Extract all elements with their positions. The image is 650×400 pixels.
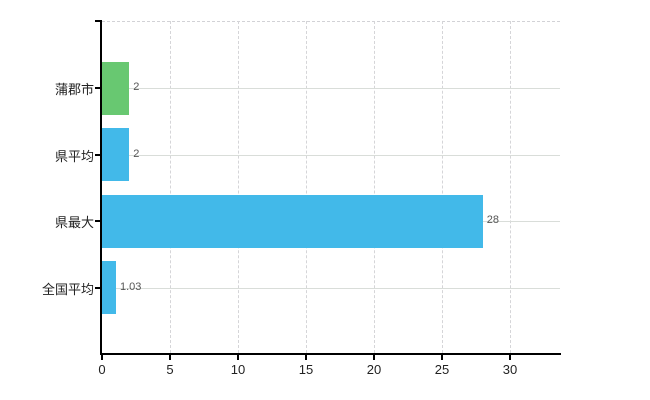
x-axis-tick bbox=[441, 355, 443, 360]
category-gridline bbox=[102, 154, 560, 156]
x-axis-tick bbox=[509, 355, 511, 360]
x-tick-label: 15 bbox=[298, 362, 314, 377]
category-label: 県最大 bbox=[54, 215, 94, 230]
y-axis-tick bbox=[95, 153, 101, 156]
x-axis-tick bbox=[169, 355, 171, 360]
x-gridline bbox=[510, 21, 511, 353]
x-axis-tick bbox=[237, 355, 239, 360]
x-gridline bbox=[306, 21, 307, 353]
y-axis-tick bbox=[95, 286, 101, 289]
x-gridline bbox=[170, 21, 171, 353]
x-tick-label: 20 bbox=[366, 362, 382, 377]
bar-0 bbox=[102, 61, 130, 115]
category-label: 全国平均 bbox=[41, 281, 94, 297]
x-tick-label: 30 bbox=[502, 362, 518, 377]
category-label: 県平均 bbox=[54, 148, 94, 164]
value-label: 28 bbox=[486, 214, 500, 226]
bar-3 bbox=[102, 261, 116, 314]
x-tick-label: 10 bbox=[230, 362, 246, 377]
category-label: 蒲郡市 bbox=[54, 82, 94, 97]
x-axis-tick bbox=[305, 355, 307, 360]
x-gridline bbox=[238, 21, 239, 353]
value-label: 2 bbox=[133, 147, 140, 160]
y-axis-tick bbox=[95, 220, 101, 222]
value-label: 2 bbox=[133, 81, 140, 93]
x-gridline bbox=[374, 21, 375, 353]
y-axis-line bbox=[100, 20, 102, 355]
plot-top-border bbox=[102, 21, 560, 22]
bar-1 bbox=[102, 128, 130, 181]
category-gridline bbox=[102, 287, 560, 289]
x-tick-label: 0 bbox=[98, 362, 106, 377]
x-gridline bbox=[442, 21, 443, 353]
y-axis-end-tick bbox=[95, 20, 101, 22]
category-gridline bbox=[102, 88, 560, 89]
x-axis-line bbox=[100, 353, 561, 355]
y-axis-tick bbox=[95, 87, 101, 89]
x-axis-tick bbox=[373, 355, 375, 360]
x-axis-tick bbox=[101, 355, 103, 360]
bar-2 bbox=[102, 194, 483, 248]
x-tick-label: 5 bbox=[166, 362, 174, 377]
x-tick-label: 25 bbox=[434, 362, 450, 377]
value-label: 1.03 bbox=[120, 280, 142, 293]
